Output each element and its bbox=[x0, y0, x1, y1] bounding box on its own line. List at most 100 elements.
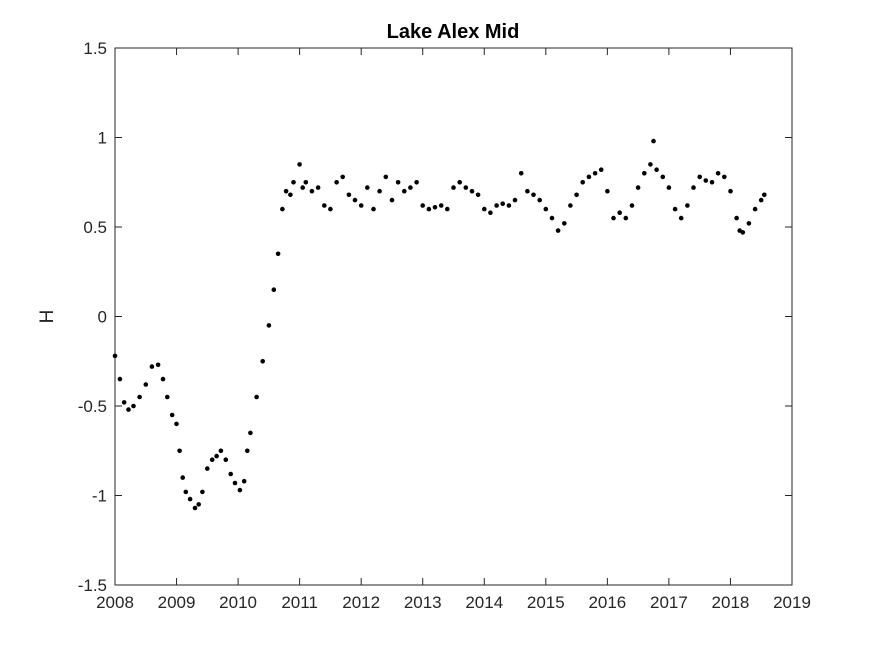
data-point bbox=[722, 174, 727, 180]
data-point bbox=[678, 215, 684, 221]
y-axis: 1.5 1 0.5 0 -0.5 -1 -1.5 bbox=[78, 39, 792, 595]
data-point bbox=[177, 448, 182, 454]
data-point bbox=[432, 205, 438, 210]
data-point bbox=[131, 403, 136, 409]
data-point bbox=[126, 407, 131, 412]
data-point bbox=[237, 487, 243, 493]
x-tick-label: 2019 bbox=[773, 593, 811, 612]
data-point bbox=[280, 206, 285, 212]
data-point bbox=[598, 167, 604, 172]
data-point bbox=[543, 206, 549, 212]
data-point bbox=[149, 364, 155, 369]
data-point bbox=[315, 185, 321, 190]
data-point bbox=[254, 394, 259, 400]
data-point bbox=[734, 215, 739, 221]
data-point bbox=[654, 167, 659, 172]
data-point bbox=[169, 412, 175, 418]
data-point bbox=[180, 475, 185, 480]
data-point bbox=[228, 471, 233, 477]
data-points bbox=[112, 138, 767, 511]
data-point bbox=[635, 185, 641, 190]
data-point bbox=[395, 180, 401, 185]
data-point bbox=[248, 430, 253, 436]
data-point bbox=[377, 188, 382, 194]
data-point bbox=[531, 192, 536, 198]
x-tick-label: 2013 bbox=[404, 593, 442, 612]
data-point bbox=[488, 210, 493, 215]
data-point bbox=[518, 171, 524, 176]
data-point bbox=[469, 188, 475, 194]
data-point bbox=[121, 400, 127, 405]
y-axis-label: H bbox=[37, 310, 58, 324]
data-point bbox=[660, 174, 666, 180]
data-point bbox=[402, 188, 407, 194]
data-point bbox=[266, 323, 272, 328]
data-point bbox=[703, 178, 709, 183]
data-point bbox=[648, 162, 653, 167]
data-point bbox=[309, 188, 315, 194]
data-point bbox=[358, 203, 364, 208]
data-point bbox=[408, 185, 413, 190]
y-tick-label: 1 bbox=[98, 129, 107, 148]
data-point bbox=[414, 180, 419, 185]
data-point bbox=[728, 188, 733, 194]
data-point bbox=[340, 174, 346, 180]
data-point bbox=[214, 453, 219, 459]
data-point bbox=[586, 174, 592, 180]
data-point bbox=[475, 192, 481, 198]
chart-title: Lake Alex Mid bbox=[387, 21, 520, 43]
data-point bbox=[562, 221, 567, 226]
data-point bbox=[642, 171, 647, 176]
data-point bbox=[322, 203, 327, 208]
plot-frame bbox=[114, 47, 793, 586]
data-point bbox=[537, 197, 542, 203]
data-point bbox=[241, 478, 247, 484]
data-point bbox=[623, 215, 629, 221]
data-point bbox=[155, 362, 161, 368]
data-point bbox=[223, 457, 229, 463]
data-point bbox=[196, 502, 201, 507]
data-point bbox=[112, 353, 118, 359]
data-point bbox=[346, 192, 352, 198]
x-tick-label: 2015 bbox=[527, 593, 565, 612]
data-point bbox=[617, 210, 622, 215]
data-point bbox=[137, 394, 142, 400]
y-tick-label: -1 bbox=[92, 487, 107, 506]
data-point bbox=[525, 188, 530, 194]
data-point bbox=[512, 197, 518, 203]
data-point bbox=[205, 466, 210, 471]
x-tick-label: 2010 bbox=[219, 593, 257, 612]
data-point bbox=[752, 206, 758, 212]
data-point bbox=[165, 394, 170, 400]
plot-area bbox=[114, 47, 793, 586]
data-point bbox=[463, 185, 469, 190]
data-point bbox=[762, 192, 767, 198]
data-point bbox=[334, 180, 339, 185]
data-point bbox=[709, 180, 715, 185]
data-point bbox=[506, 203, 512, 208]
data-point bbox=[218, 448, 224, 454]
y-tick-label: 0 bbox=[98, 308, 107, 327]
data-point bbox=[672, 206, 678, 212]
data-point bbox=[187, 496, 193, 502]
data-point bbox=[592, 171, 598, 176]
data-point bbox=[611, 215, 616, 221]
data-point bbox=[555, 228, 561, 233]
data-point bbox=[426, 206, 432, 212]
y-tick-label: -1.5 bbox=[78, 576, 107, 595]
data-point bbox=[758, 197, 764, 203]
data-point bbox=[271, 287, 277, 293]
data-point bbox=[352, 197, 358, 203]
x-tick-label: 2012 bbox=[342, 593, 380, 612]
data-point bbox=[303, 180, 309, 185]
data-point bbox=[500, 201, 506, 206]
x-tick-label: 2014 bbox=[465, 593, 503, 612]
data-point bbox=[580, 180, 585, 185]
data-point bbox=[574, 192, 579, 198]
data-point bbox=[685, 203, 690, 208]
data-point bbox=[328, 206, 333, 212]
data-point bbox=[457, 180, 463, 185]
data-point bbox=[365, 185, 370, 190]
x-tick-label: 2017 bbox=[650, 593, 688, 612]
data-point bbox=[651, 138, 656, 144]
